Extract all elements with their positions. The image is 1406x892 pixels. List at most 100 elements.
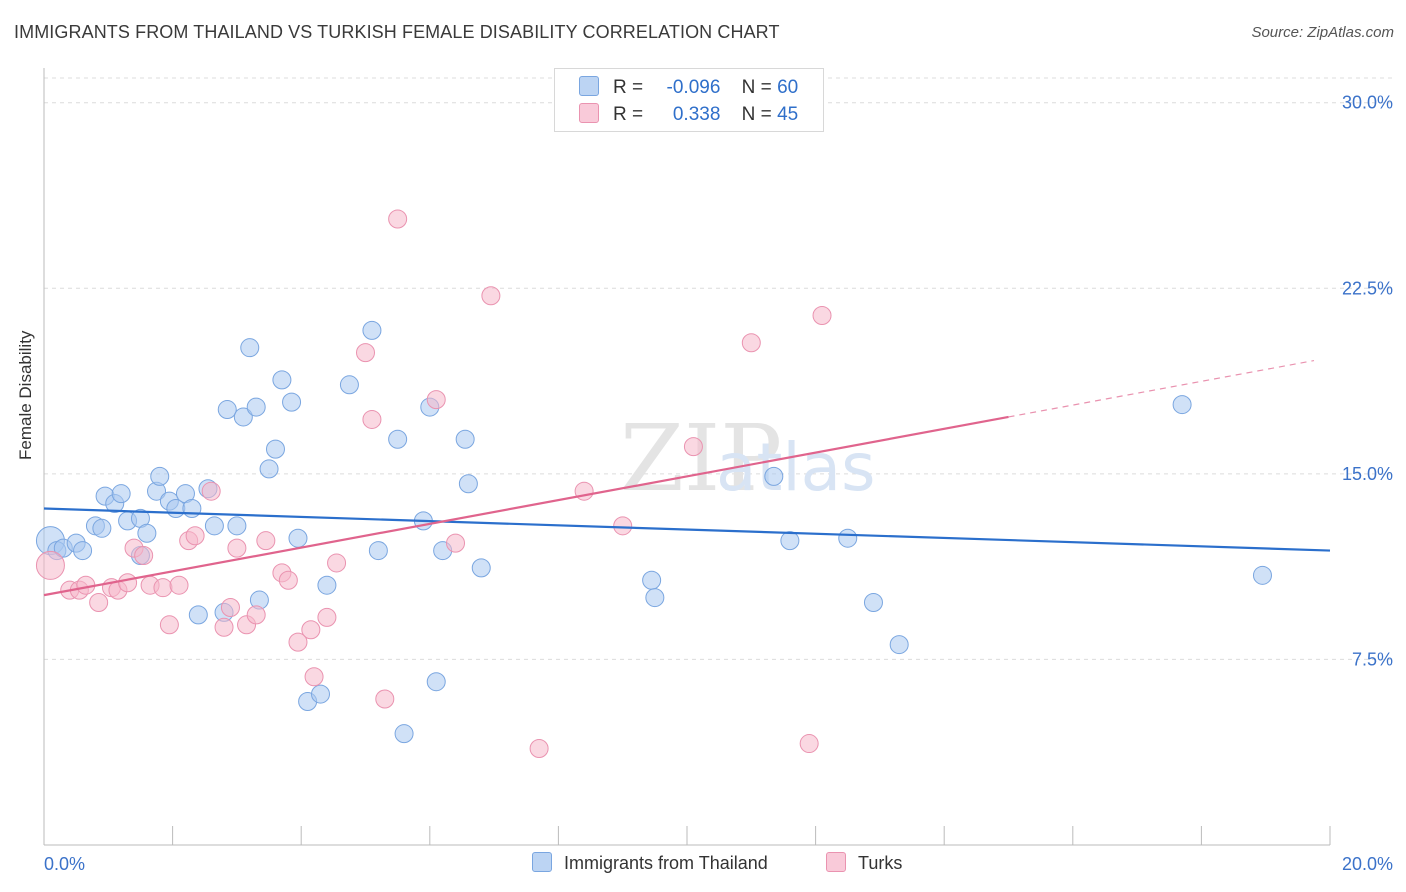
data-point-thailand xyxy=(645,588,665,608)
data-point-turks xyxy=(388,209,408,229)
legend-n-label: N = xyxy=(741,104,772,125)
data-point-thailand xyxy=(227,516,247,536)
data-point-turks xyxy=(35,550,65,580)
bottom-legend-turks: Turks xyxy=(826,852,902,874)
legend-n-value: 60 xyxy=(777,77,799,98)
data-point-thailand xyxy=(150,466,170,486)
y-tick-label: 15.0% xyxy=(1342,464,1393,484)
grid-lines xyxy=(44,77,1392,660)
data-point-thailand xyxy=(339,375,359,395)
data-point-turks xyxy=(159,615,179,635)
data-point-turks xyxy=(362,409,382,429)
data-point-turks xyxy=(446,533,466,553)
data-point-thailand xyxy=(1172,395,1192,415)
data-point-turks xyxy=(201,481,221,501)
data-point-thailand xyxy=(233,407,253,427)
data-point-turks xyxy=(375,689,395,709)
watermark-atlas: atlas xyxy=(716,429,876,506)
data-point-thailand xyxy=(368,541,388,561)
axes xyxy=(43,68,1331,846)
y-tick-label: 22.5% xyxy=(1342,278,1393,298)
chart-title: IMMIGRANTS FROM THAILAND VS TURKISH FEMA… xyxy=(14,22,780,42)
data-point-turks xyxy=(812,306,832,326)
data-point-thailand xyxy=(188,605,208,625)
trend-line-thailand xyxy=(43,507,1331,552)
y-tick-label: 7.5% xyxy=(1352,649,1393,669)
data-point-turks xyxy=(246,605,266,625)
bottom-legend-thailand: Immigrants from Thailand xyxy=(532,852,768,874)
data-point-turks xyxy=(153,578,173,598)
data-point-turks xyxy=(256,531,276,551)
data-point-turks xyxy=(426,390,446,410)
data-point-thailand xyxy=(1252,565,1272,585)
watermark: ZIP atlas xyxy=(620,405,876,512)
data-point-thailand xyxy=(310,684,330,704)
data-point-turks xyxy=(278,570,298,590)
data-point-turks xyxy=(227,538,247,558)
data-point-turks xyxy=(613,516,633,536)
y-tick-label: 30.0% xyxy=(1342,93,1393,113)
data-point-thailand xyxy=(764,466,784,486)
data-point-thailand xyxy=(217,400,237,420)
legend-swatch-turks xyxy=(579,103,599,123)
data-point-thailand xyxy=(204,516,224,536)
legend-r-value: 0.338 xyxy=(672,104,721,125)
data-point-thailand xyxy=(137,523,157,543)
data-point-turks xyxy=(304,667,324,687)
data-point-thailand xyxy=(642,570,662,590)
legend-row-turks: R = 0.338 N = 45 xyxy=(579,103,798,126)
data-point-turks xyxy=(741,333,761,353)
trend-line-turks xyxy=(43,415,1009,597)
points-layer xyxy=(35,209,1272,759)
data-point-thailand xyxy=(863,593,883,613)
trend-layer xyxy=(43,359,1331,597)
data-point-turks xyxy=(481,286,501,306)
data-point-thailand xyxy=(838,528,858,548)
bottom-legend-label-thailand: Immigrants from Thailand xyxy=(564,853,768,873)
data-point-turks xyxy=(301,620,321,640)
data-point-thailand xyxy=(455,429,475,449)
data-point-thailand xyxy=(458,474,478,494)
data-point-turks xyxy=(214,617,234,637)
data-point-thailand xyxy=(388,429,408,449)
legend-r-value: -0.096 xyxy=(666,77,721,98)
data-point-thailand xyxy=(182,499,202,519)
data-point-thailand xyxy=(317,575,337,595)
legend-row-thailand: R = -0.096 N = 60 xyxy=(579,76,798,99)
bottom-legend-swatch-thailand xyxy=(532,852,552,872)
source-label: Source: ZipAtlas.com xyxy=(1251,24,1394,41)
data-point-thailand xyxy=(240,338,260,358)
data-point-turks xyxy=(799,734,819,754)
data-point-turks xyxy=(529,739,549,759)
correlation-legend: R = -0.096 N = 60 R = 0.338 N = 45 xyxy=(554,68,824,132)
data-point-turks xyxy=(185,526,205,546)
legend-n-value: 45 xyxy=(777,104,799,125)
tick-labels: 7.5% 15.0% 22.5% 30.0% 0.0% 20.0% xyxy=(44,93,1393,874)
data-point-turks xyxy=(134,546,154,566)
data-point-thailand xyxy=(111,484,131,504)
data-point-thailand xyxy=(471,558,491,578)
legend-r-label: R = xyxy=(613,77,644,98)
data-point-thailand xyxy=(265,439,285,459)
bottom-legend-swatch-turks xyxy=(826,852,846,872)
legend-swatch-thailand xyxy=(579,76,599,96)
data-point-thailand xyxy=(246,397,266,417)
data-point-turks xyxy=(169,575,189,595)
x-tick-label: 0.0% xyxy=(44,854,85,874)
legend-n-label: N = xyxy=(741,77,772,98)
x-tick-label: 20.0% xyxy=(1342,854,1393,874)
data-point-turks xyxy=(89,593,109,613)
trend-line-extension-turks xyxy=(1008,359,1315,418)
data-point-thailand xyxy=(73,541,93,561)
data-point-turks xyxy=(356,343,375,363)
data-point-turks xyxy=(118,573,138,593)
data-point-turks xyxy=(317,607,337,627)
data-point-turks xyxy=(288,632,308,652)
bottom-legend-label-turks: Turks xyxy=(858,853,903,873)
data-point-thailand xyxy=(92,518,112,538)
data-point-thailand xyxy=(889,635,909,655)
data-point-turks xyxy=(327,553,347,573)
data-point-turks xyxy=(220,597,240,617)
legend-r-label: R = xyxy=(613,104,644,125)
